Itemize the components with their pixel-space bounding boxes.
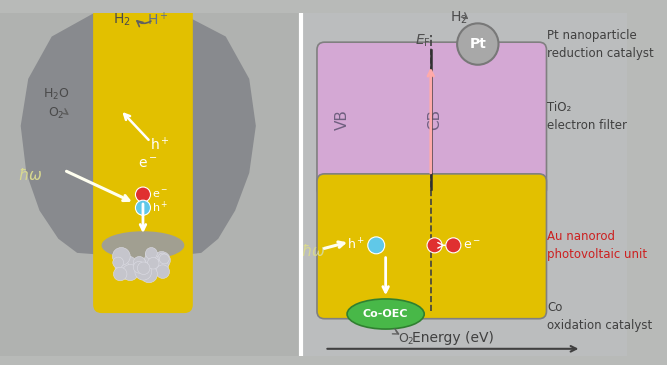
Circle shape	[145, 247, 157, 259]
Text: h$^+$: h$^+$	[150, 136, 170, 153]
Text: h$^+$: h$^+$	[347, 238, 365, 253]
Circle shape	[113, 257, 123, 268]
Circle shape	[133, 261, 145, 273]
Circle shape	[152, 258, 168, 274]
Text: Co
oxidation catalyst: Co oxidation catalyst	[548, 301, 653, 332]
Circle shape	[113, 267, 127, 281]
Text: e$^-$: e$^-$	[138, 157, 157, 170]
Circle shape	[368, 237, 385, 254]
Text: H$_2$: H$_2$	[450, 9, 468, 26]
Circle shape	[153, 251, 170, 269]
Text: O$_2$: O$_2$	[48, 106, 65, 121]
Circle shape	[137, 269, 148, 280]
Text: H$^+$: H$^+$	[147, 11, 169, 28]
Circle shape	[122, 265, 138, 281]
Text: VB: VB	[335, 109, 350, 130]
Text: $\hbar\omega$: $\hbar\omega$	[301, 243, 325, 259]
Circle shape	[136, 261, 151, 275]
Circle shape	[120, 268, 131, 279]
Text: e$^-$: e$^-$	[463, 239, 481, 252]
Circle shape	[135, 187, 151, 202]
Ellipse shape	[347, 299, 424, 329]
Circle shape	[141, 266, 157, 283]
Circle shape	[135, 263, 151, 280]
Circle shape	[145, 250, 155, 260]
Text: Au nanorod
photovoltaic unit: Au nanorod photovoltaic unit	[548, 230, 648, 261]
Circle shape	[156, 265, 169, 278]
Circle shape	[137, 262, 150, 274]
Text: $E_\mathrm{F}$: $E_\mathrm{F}$	[416, 33, 431, 49]
Circle shape	[135, 258, 146, 269]
Text: H$_2$: H$_2$	[113, 11, 131, 28]
Circle shape	[147, 257, 159, 269]
Circle shape	[115, 260, 129, 274]
Text: TiO₂
electron filter: TiO₂ electron filter	[548, 101, 628, 132]
Circle shape	[135, 200, 151, 215]
Circle shape	[113, 247, 130, 265]
Circle shape	[159, 254, 169, 264]
FancyBboxPatch shape	[93, 4, 193, 313]
Text: Pt nanoparticle
reduction catalyst: Pt nanoparticle reduction catalyst	[548, 28, 654, 59]
Circle shape	[446, 238, 461, 253]
Circle shape	[133, 257, 145, 269]
FancyBboxPatch shape	[317, 42, 546, 196]
Text: CB: CB	[427, 109, 442, 130]
FancyBboxPatch shape	[303, 13, 628, 356]
Text: H$_2$O: H$_2$O	[43, 87, 70, 103]
FancyBboxPatch shape	[317, 174, 546, 319]
Text: Energy (eV): Energy (eV)	[412, 331, 494, 345]
Text: $\hbar\omega$: $\hbar\omega$	[18, 167, 43, 183]
Circle shape	[427, 238, 442, 253]
Text: Pt: Pt	[470, 37, 486, 51]
Circle shape	[121, 256, 136, 270]
Text: h$^+$: h$^+$	[152, 200, 169, 215]
Polygon shape	[21, 13, 101, 255]
FancyBboxPatch shape	[0, 13, 299, 356]
Circle shape	[457, 23, 498, 65]
Polygon shape	[181, 13, 256, 255]
Text: O$_2$: O$_2$	[398, 332, 415, 347]
Ellipse shape	[101, 231, 184, 260]
Text: Co-OEC: Co-OEC	[363, 309, 408, 319]
Text: e$^-$: e$^-$	[152, 189, 169, 200]
Circle shape	[158, 253, 167, 262]
Circle shape	[144, 253, 159, 268]
